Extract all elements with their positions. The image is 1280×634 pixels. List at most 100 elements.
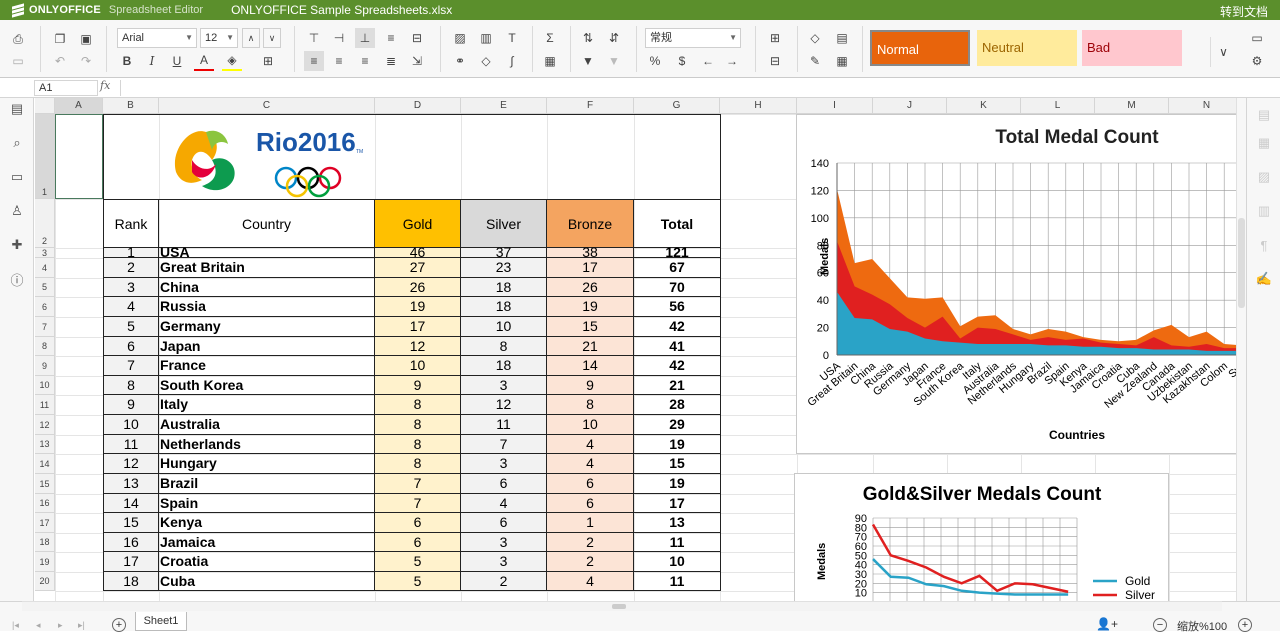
cell-gold[interactable]: 19 — [375, 297, 461, 317]
cell-rank[interactable]: 14 — [103, 494, 159, 513]
underline-icon[interactable]: U — [172, 54, 182, 68]
comments-icon[interactable]: ▭ — [10, 169, 24, 184]
next-sheet-icon[interactable]: ▸ — [58, 620, 63, 630]
cell-total[interactable]: 41 — [634, 337, 721, 356]
row-header[interactable]: 1 — [35, 114, 55, 199]
wrap-text-icon[interactable]: ≡ — [387, 31, 395, 45]
cell-bronze[interactable]: 38 — [547, 245, 634, 259]
column-header[interactable]: N — [1169, 98, 1245, 114]
horizontal-scrollbar[interactable] — [22, 601, 1222, 611]
row-header[interactable]: 5 — [35, 278, 55, 297]
styles-expand-icon[interactable]: ∨ — [1210, 37, 1236, 67]
insert-link-icon[interactable]: ⚭ — [454, 54, 466, 68]
cell-country[interactable]: Netherlands — [159, 435, 375, 454]
cell-country[interactable]: Cuba — [159, 572, 375, 591]
sort-ascending-icon[interactable]: ⇅ — [582, 31, 594, 45]
cell-silver[interactable]: 3 — [461, 376, 547, 395]
cell-rank[interactable]: 5 — [103, 317, 159, 337]
row-header[interactable]: 13 — [35, 435, 55, 454]
cell-rank[interactable]: 18 — [103, 572, 159, 591]
file-menu-icon[interactable]: ▤ — [10, 101, 24, 116]
cell-silver[interactable]: 18 — [461, 278, 547, 297]
gold-silver-chart[interactable]: Gold&Silver Medals Count Medals 10 20 30 40 50… — [794, 473, 1169, 601]
cell-total[interactable]: 15 — [634, 454, 721, 474]
cell-country[interactable]: Japan — [159, 337, 375, 356]
clear-icon[interactable]: ◇ — [810, 31, 820, 45]
cell-bronze[interactable]: 9 — [547, 376, 634, 395]
align-top-icon[interactable]: ⊤ — [308, 31, 320, 45]
cell-country[interactable]: Great Britain — [159, 258, 375, 278]
cell-total[interactable]: 42 — [634, 356, 721, 376]
cell-bronze[interactable]: 10 — [547, 415, 634, 435]
sheet-tab[interactable]: Sheet1 — [135, 612, 187, 631]
cell-rank[interactable]: 17 — [103, 552, 159, 572]
column-header[interactable]: G — [634, 98, 720, 114]
cell-rank[interactable]: 11 — [103, 435, 159, 454]
row-header[interactable]: 17 — [35, 513, 55, 533]
cell-total[interactable]: 121 — [634, 245, 721, 259]
go-to-documents-link[interactable]: 转到文档 — [1219, 5, 1268, 19]
cell-rank[interactable]: 3 — [103, 278, 159, 297]
table-template-icon[interactable]: ▦ — [836, 54, 848, 68]
italic-icon[interactable]: I — [149, 54, 155, 68]
merge-icon[interactable]: ⊟ — [411, 31, 423, 45]
cell-settings-icon[interactable]: ▤ — [1257, 107, 1271, 122]
cell-country[interactable]: South Korea — [159, 376, 375, 395]
cell-gold[interactable]: 8 — [375, 415, 461, 435]
cell-country[interactable]: Kenya — [159, 513, 375, 533]
justify-icon[interactable]: ≣ — [385, 54, 397, 68]
formula-input[interactable] — [120, 80, 1240, 96]
cell-bronze[interactable]: 2 — [547, 552, 634, 572]
column-header[interactable]: A — [55, 98, 103, 114]
row-header[interactable]: 19 — [35, 552, 55, 572]
cell-rank[interactable]: 9 — [103, 395, 159, 415]
style-bad[interactable]: Bad — [1082, 30, 1182, 66]
chart-settings-icon[interactable]: ▥ — [1257, 203, 1271, 218]
cell-gold[interactable]: 6 — [375, 533, 461, 552]
filter-icon[interactable]: ▼ — [582, 54, 594, 68]
cell-total[interactable]: 70 — [634, 278, 721, 297]
users-count-icon[interactable]: 👤+ — [1096, 617, 1118, 631]
cell-silver[interactable]: 6 — [461, 513, 547, 533]
cell-bronze[interactable]: 6 — [547, 494, 634, 513]
cell-country[interactable]: Australia — [159, 415, 375, 435]
cell-country[interactable]: Brazil — [159, 474, 375, 494]
cell-bronze[interactable]: 8 — [547, 395, 634, 415]
cell-country[interactable]: China — [159, 278, 375, 297]
cell-rank[interactable]: 4 — [103, 297, 159, 317]
row-header[interactable]: 15 — [35, 474, 55, 494]
number-format-select[interactable]: 常规 ▼ — [645, 28, 741, 48]
named-ranges-icon[interactable]: ▦ — [544, 54, 556, 68]
cell-country[interactable]: Jamaica — [159, 533, 375, 552]
cell-gold[interactable]: 6 — [375, 513, 461, 533]
cell-gold[interactable]: 5 — [375, 552, 461, 572]
total-medal-chart[interactable]: Total Medal Count Medals Countries 0 20 40 60 8… — [796, 114, 1245, 454]
search-icon[interactable]: ⌕ — [13, 135, 21, 150]
cell-silver[interactable]: 6 — [461, 474, 547, 494]
cell-gold[interactable]: 8 — [375, 435, 461, 454]
row-header[interactable]: 7 — [35, 317, 55, 337]
users-icon[interactable]: ♙ — [11, 203, 23, 218]
cell-rank[interactable]: 1 — [103, 245, 159, 259]
delete-cells-icon[interactable]: ⊟ — [769, 54, 781, 68]
column-header[interactable]: J — [873, 98, 947, 114]
cell-country[interactable]: Spain — [159, 494, 375, 513]
cell-silver[interactable]: 18 — [461, 356, 547, 376]
cell-total[interactable]: 11 — [634, 572, 721, 591]
row-header[interactable]: 2 — [35, 199, 55, 248]
header-gold[interactable]: Gold — [375, 199, 461, 248]
insert-image-icon[interactable]: ▨ — [454, 31, 466, 45]
column-header[interactable]: M — [1095, 98, 1169, 114]
style-normal[interactable]: Normal — [870, 30, 970, 66]
cell-silver[interactable]: 3 — [461, 454, 547, 474]
cell-silver[interactable]: 37 — [461, 245, 547, 259]
cell-country[interactable]: Russia — [159, 297, 375, 317]
cell-total[interactable]: 29 — [634, 415, 721, 435]
cell-gold[interactable]: 5 — [375, 572, 461, 591]
plugins-icon[interactable]: ✚ — [11, 237, 23, 252]
cell-gold[interactable]: 10 — [375, 356, 461, 376]
cell-silver[interactable]: 10 — [461, 317, 547, 337]
cell-silver[interactable]: 23 — [461, 258, 547, 278]
paragraph-settings-icon[interactable]: ¶ — [1260, 237, 1268, 253]
